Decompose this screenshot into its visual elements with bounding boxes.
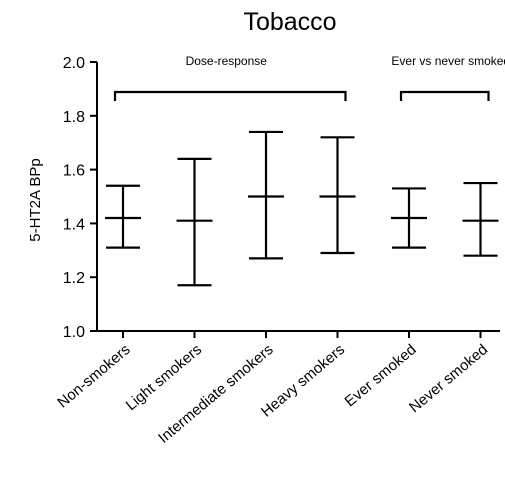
y-tick-label: 1.0 [63,324,85,341]
y-tick-label: 1.2 [63,270,85,287]
y-tick-label: 1.6 [63,163,85,180]
category-label: Intermediate smokers [155,341,276,447]
y-axis-label: 5-HT2A BPp [27,158,44,241]
y-tick-label: 2.0 [63,55,85,72]
chart-title: Tobacco [243,8,336,36]
group-bracket [399,90,490,101]
y-tick-label: 1.8 [63,109,85,126]
y-tick-label: 1.4 [63,216,85,233]
category-label: Ever smoked [342,341,420,410]
group-bracket [113,90,347,101]
group-label: Ever vs never smoked [391,54,505,68]
group-label: Dose-response [186,54,268,68]
category-label: Never smoked [406,341,491,416]
